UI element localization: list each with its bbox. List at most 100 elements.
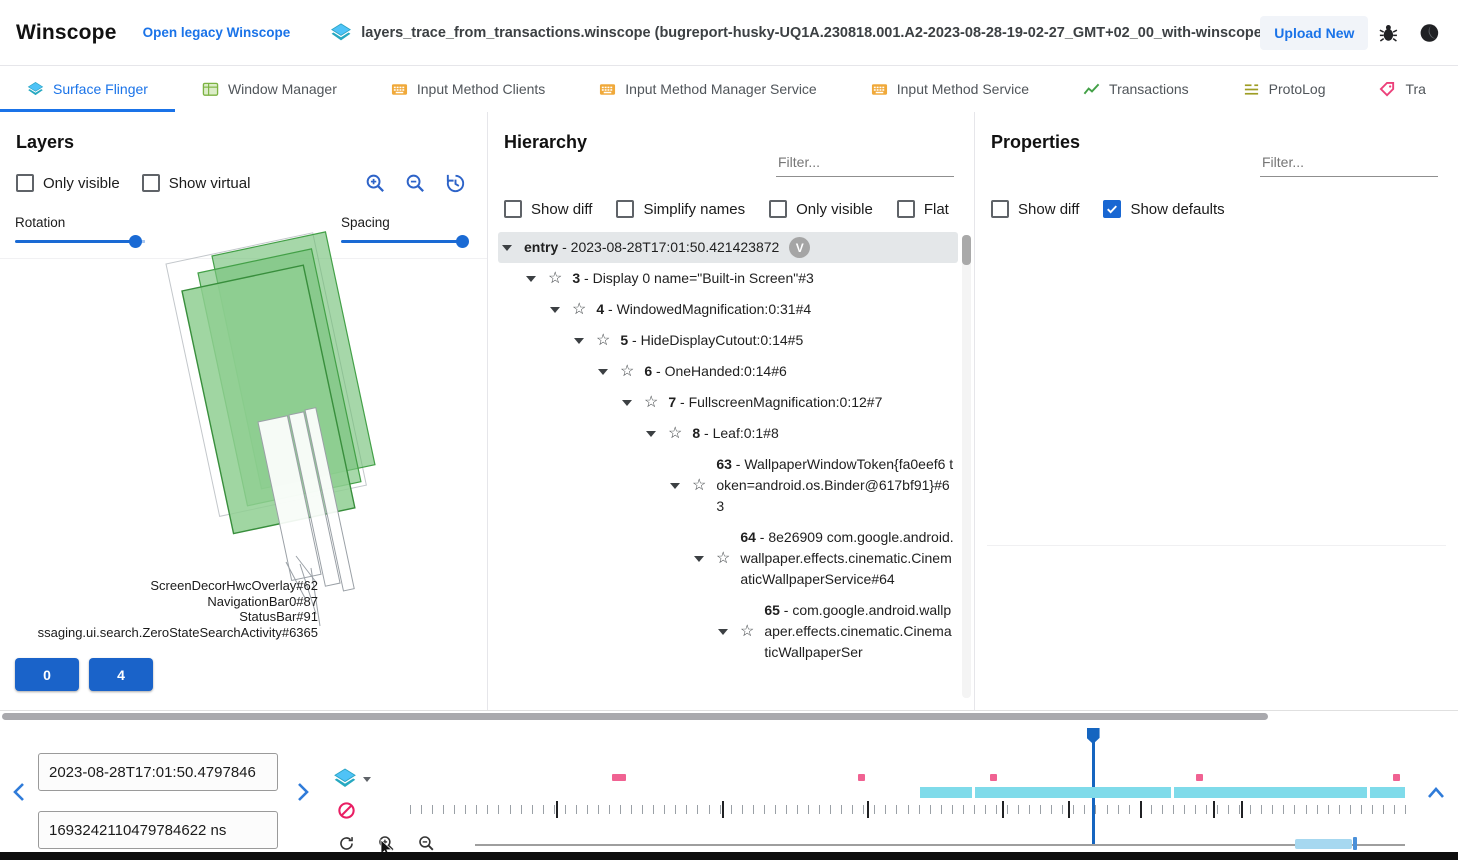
rotation-slider[interactable]: Rotation	[15, 215, 145, 249]
expand-caret-icon[interactable]	[502, 244, 512, 251]
trace-entry-tick[interactable]	[722, 801, 725, 818]
hierarchy-filter-input[interactable]	[776, 148, 954, 177]
dark-mode-icon[interactable]	[1419, 22, 1440, 44]
legacy-winscope-link[interactable]: Open legacy Winscope	[142, 25, 291, 40]
hierarchy-scrollbar[interactable]	[962, 235, 971, 698]
expand-caret-icon[interactable]	[646, 430, 656, 437]
active-trace-selector[interactable]	[333, 767, 371, 791]
tab-protolog[interactable]: ProtoLog	[1216, 66, 1353, 112]
transactions-trace-icon[interactable]	[337, 801, 356, 820]
tab-input-method-clients[interactable]: Input Method Clients	[364, 66, 572, 112]
next-entry-button[interactable]	[292, 781, 312, 803]
checkbox-checked[interactable]	[1103, 200, 1122, 218]
minimap-selection[interactable]	[1295, 839, 1352, 849]
expand-caret-icon[interactable]	[718, 628, 728, 635]
star-icon[interactable]: ☆	[644, 393, 659, 411]
star-icon[interactable]: ☆	[620, 362, 635, 380]
checkbox-unchecked[interactable]	[991, 200, 1009, 218]
tab-transactions[interactable]: Transactions	[1056, 66, 1216, 112]
star-icon[interactable]: ☆	[572, 300, 587, 318]
checkbox-unchecked[interactable]	[16, 174, 34, 192]
checkbox-unchecked[interactable]	[769, 200, 788, 218]
bug-report-icon[interactable]	[1378, 22, 1399, 44]
properties-show-defaults-checkbox[interactable]: Show defaults	[1103, 200, 1225, 218]
expand-caret-icon[interactable]	[598, 368, 608, 375]
expand-caret-icon[interactable]	[694, 555, 704, 562]
horizontal-scrollbar[interactable]	[2, 713, 1268, 720]
hierarchy-flat-checkbox[interactable]: Flat	[896, 200, 949, 218]
trace-entry-tick[interactable]	[1140, 801, 1143, 818]
timeline-ruler[interactable]	[410, 728, 1406, 846]
trace-entry-tick[interactable]	[866, 801, 869, 818]
tree-node[interactable]: ☆ 65 - com.google.android.wallpaper.effec…	[498, 595, 958, 668]
trace-entry-tick[interactable]	[1212, 801, 1215, 818]
timestamp-human[interactable]: 2023-08-28T17:01:50.4797846	[38, 753, 278, 791]
hierarchy-simplify-names-checkbox[interactable]: Simplify names	[616, 200, 745, 218]
upload-new-button[interactable]: Upload New	[1260, 15, 1369, 50]
tree-node[interactable]: entry - 2023-08-28T17:01:50.421423872 V	[498, 232, 958, 263]
expand-caret-icon[interactable]	[526, 275, 536, 282]
bookmark-marker[interactable]	[990, 774, 998, 781]
layers-3d-view[interactable]	[0, 112, 487, 710]
zoom-out-icon[interactable]	[404, 172, 427, 195]
expand-caret-icon[interactable]	[550, 306, 560, 313]
display-button-0[interactable]: 0	[15, 658, 79, 691]
trace-entry-tick[interactable]	[556, 801, 559, 818]
bookmark-marker[interactable]	[611, 774, 626, 781]
trace-entry-tick[interactable]	[1240, 801, 1243, 818]
expand-caret-icon[interactable]	[670, 482, 680, 489]
tree-node[interactable]: ☆ 7 - FullscreenMagnification:0:12#7	[498, 387, 958, 418]
star-icon[interactable]: ☆	[740, 622, 755, 640]
tree-node[interactable]: ☆ 5 - HideDisplayCutout:0:14#5	[498, 325, 958, 356]
tree-node[interactable]: ☆ 64 - 8e26909 com.google.android.wallpap…	[498, 522, 958, 595]
layers-only-visible-checkbox[interactable]: Only visible	[16, 174, 120, 192]
tab-tra[interactable]: Tra	[1352, 66, 1452, 112]
rotation-slider-thumb[interactable]	[128, 235, 142, 248]
timeline-cursor-flag[interactable]	[1086, 728, 1100, 744]
checkbox-unchecked[interactable]	[504, 200, 522, 218]
trace-coverage-band[interactable]	[920, 787, 1405, 798]
star-icon[interactable]: ☆	[716, 549, 731, 567]
tab-window-manager[interactable]: Window Manager	[175, 66, 364, 112]
bookmark-marker[interactable]	[857, 774, 865, 781]
bookmark-marker[interactable]	[1393, 774, 1401, 781]
bookmark-marker[interactable]	[1196, 774, 1204, 781]
expand-caret-icon[interactable]	[574, 337, 584, 344]
minimap-track[interactable]	[475, 844, 1405, 846]
hierarchy-only-visible-checkbox[interactable]: Only visible	[769, 200, 873, 218]
star-icon[interactable]: ☆	[596, 331, 611, 349]
tab-input-method-service[interactable]: Input Method Service	[844, 66, 1056, 112]
layer-rect-navigationbar[interactable]	[288, 411, 341, 587]
expand-caret-icon[interactable]	[622, 399, 632, 406]
checkbox-unchecked[interactable]	[896, 200, 915, 218]
zoom-in-icon[interactable]	[364, 172, 387, 195]
tab-surface-flinger[interactable]: Surface Flinger	[0, 66, 175, 112]
reset-zoom-icon[interactable]	[337, 834, 356, 853]
timeline-zoom-out-icon[interactable]	[417, 834, 436, 853]
star-icon[interactable]: ☆	[668, 424, 683, 442]
star-icon[interactable]: ☆	[692, 476, 707, 494]
properties-show-diff-checkbox[interactable]: Show diff	[991, 200, 1079, 218]
trace-entry-tick[interactable]	[1067, 801, 1070, 818]
expand-timeline-button[interactable]	[1426, 783, 1446, 805]
layers-show-virtual-checkbox[interactable]: Show virtual	[141, 174, 250, 192]
tree-node[interactable]: ☆ 6 - OneHanded:0:14#6	[498, 356, 958, 387]
slider-track[interactable]	[15, 240, 145, 243]
trace-entry-tick[interactable]	[1002, 801, 1005, 818]
slider-track[interactable]	[341, 240, 468, 243]
tree-node[interactable]: ☆ 8 - Leaf:0:1#8	[498, 418, 958, 449]
tree-node[interactable]: ☆ 63 - WallpaperWindowToken{fa0eef6 token…	[498, 449, 958, 522]
prev-entry-button[interactable]	[10, 781, 30, 803]
tree-node[interactable]: ☆ 4 - WindowedMagnification:0:31#4	[498, 294, 958, 325]
properties-filter-input[interactable]	[1260, 148, 1438, 177]
layer-rect-statusbar[interactable]	[304, 407, 355, 592]
reset-view-icon[interactable]	[444, 172, 467, 195]
spacing-slider[interactable]: Spacing	[341, 215, 469, 249]
tab-input-method-manager-service[interactable]: Input Method Manager Service	[572, 66, 843, 112]
tree-node[interactable]: ☆ 3 - Display 0 name="Built-in Screen"#3	[498, 263, 958, 294]
timestamp-ns[interactable]: 1693242110479784622 ns	[38, 811, 278, 849]
star-icon[interactable]: ☆	[548, 269, 563, 287]
checkbox-unchecked[interactable]	[141, 174, 160, 192]
layer-rect-screendecor[interactable]	[257, 415, 322, 582]
hierarchy-show-diff-checkbox[interactable]: Show diff	[504, 200, 592, 218]
